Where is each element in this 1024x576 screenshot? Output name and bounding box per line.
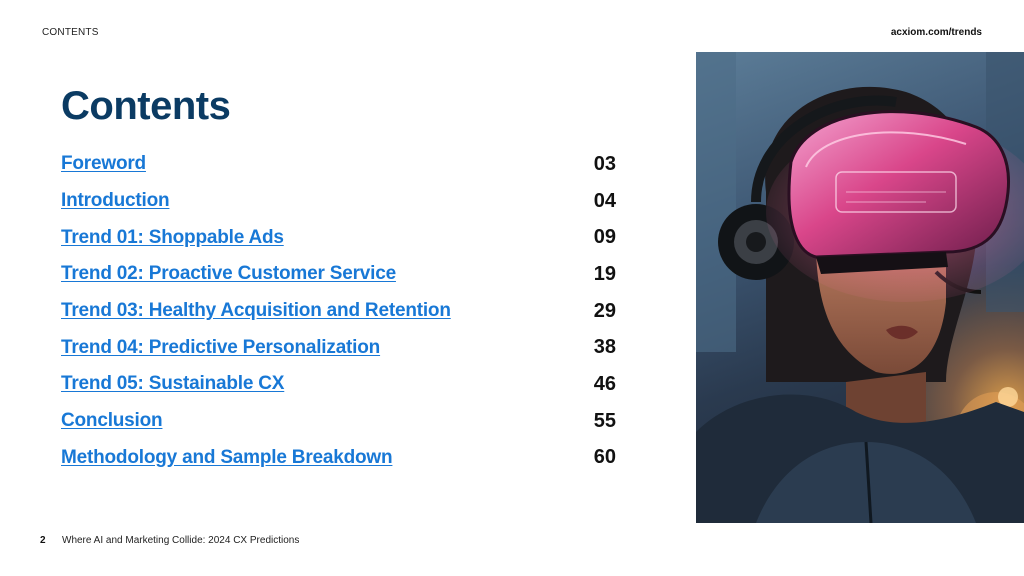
toc-page-number: 03	[593, 152, 616, 175]
hero-illustration	[696, 52, 1024, 523]
section-label: CONTENTS	[42, 27, 99, 38]
toc-page-number: 09	[593, 226, 616, 249]
toc-link-trend-04[interactable]: Trend 04: Predictive Personalization	[61, 336, 381, 358]
toc-page-number: 46	[593, 372, 616, 395]
toc-link-methodology[interactable]: Methodology and Sample Breakdown	[61, 446, 393, 468]
toc-link-conclusion[interactable]: Conclusion	[61, 410, 163, 432]
toc-link-trend-03[interactable]: Trend 03: Healthy Acquisition and Retent…	[61, 300, 451, 322]
hero-image-vr-headset-woman	[696, 52, 1024, 523]
footer-page-number: 2	[40, 535, 46, 546]
toc-item-trend-05: Trend 05: Sustainable CX 46	[61, 366, 616, 403]
toc-link-trend-02[interactable]: Trend 02: Proactive Customer Service	[61, 263, 396, 285]
page-title: Contents	[61, 84, 231, 128]
site-url[interactable]: acxiom.com/trends	[890, 27, 982, 38]
toc-item-introduction: Introduction 04	[61, 183, 616, 220]
toc-item-trend-03: Trend 03: Healthy Acquisition and Retent…	[61, 293, 616, 330]
footer-document-title: Where AI and Marketing Collide: 2024 CX …	[62, 535, 300, 546]
table-of-contents: Foreword 03 Introduction 04 Trend 01: Sh…	[61, 146, 616, 476]
toc-link-trend-01[interactable]: Trend 01: Shoppable Ads	[61, 226, 284, 248]
toc-link-trend-05[interactable]: Trend 05: Sustainable CX	[61, 373, 285, 395]
toc-page-number: 55	[593, 409, 616, 432]
toc-page-number: 04	[593, 189, 616, 212]
toc-page-number: 29	[593, 299, 616, 322]
toc-page-number: 60	[593, 446, 616, 469]
toc-item-foreword: Foreword 03	[61, 146, 616, 183]
toc-item-trend-02: Trend 02: Proactive Customer Service 19	[61, 256, 616, 293]
toc-page-number: 38	[593, 336, 616, 359]
toc-page-number: 19	[593, 262, 616, 285]
toc-item-trend-04: Trend 04: Predictive Personalization 38	[61, 329, 616, 366]
toc-item-methodology: Methodology and Sample Breakdown 60	[61, 440, 616, 477]
toc-link-foreword[interactable]: Foreword	[61, 153, 146, 175]
toc-item-trend-01: Trend 01: Shoppable Ads 09	[61, 219, 616, 256]
toc-link-introduction[interactable]: Introduction	[61, 190, 170, 212]
toc-item-conclusion: Conclusion 55	[61, 403, 616, 440]
